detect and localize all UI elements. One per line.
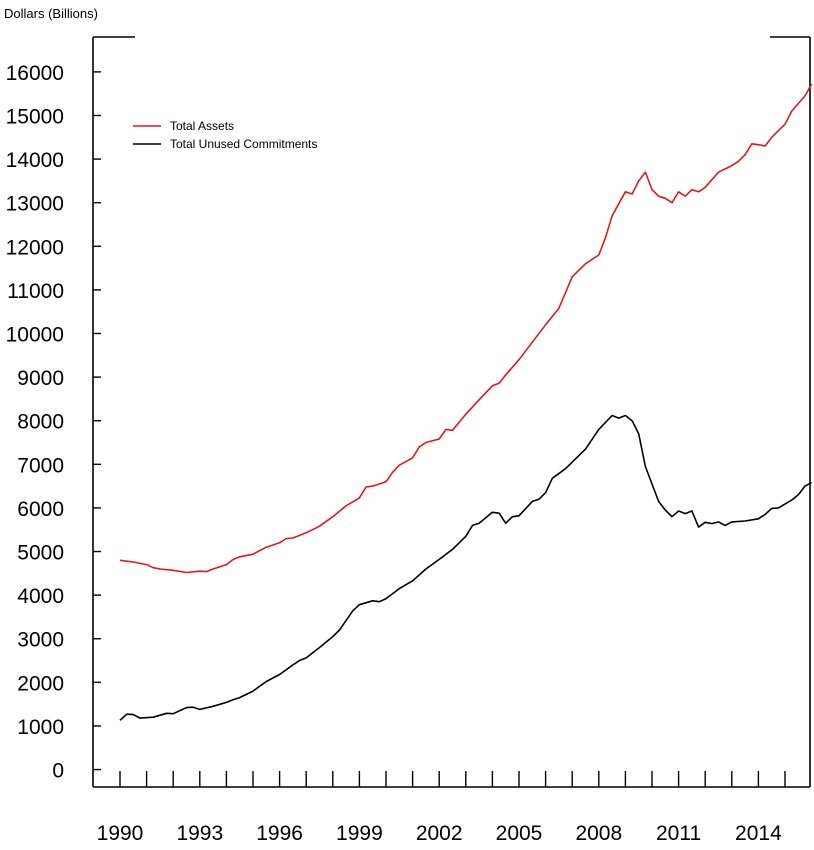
x-tick-label: 2002 — [416, 822, 463, 845]
x-tick-label: 1996 — [256, 822, 303, 845]
x-tick-label: 1999 — [336, 822, 383, 845]
legend: Total Assets Total Unused Commitments — [133, 119, 317, 151]
y-tick-label: 2000 — [17, 672, 64, 695]
y-tick-label: 10000 — [6, 324, 64, 347]
legend-label-2: Total Unused Commitments — [170, 137, 317, 151]
y-tick-label: 13000 — [6, 193, 64, 216]
y-tick-label: 8000 — [17, 411, 64, 434]
y-tick-label: 16000 — [6, 62, 64, 85]
x-tick-label: 2014 — [735, 822, 782, 845]
y-tick-label: 5000 — [17, 542, 64, 565]
chart-frame — [92, 36, 811, 788]
y-tick-label: 9000 — [17, 367, 64, 390]
x-tick-label: 2005 — [496, 822, 543, 845]
unit-label: Dollars (Billions) — [4, 6, 98, 21]
y-tick-label: 15000 — [6, 105, 64, 128]
y-tick-label: 14000 — [6, 149, 64, 172]
y-tick-label: 1000 — [17, 716, 64, 739]
y-tick-label: 11000 — [7, 280, 64, 303]
y-tick-label: 0 — [52, 760, 64, 783]
x-tick-label: 1990 — [97, 822, 144, 845]
y-axis: 0 1000 2000 3000 4000 5000 6000 7000 8000 9000 100… — [6, 62, 101, 783]
x-tick-label: 2011 — [656, 822, 701, 845]
x-tick-label: 2008 — [575, 822, 622, 845]
legend-label-1: Total Assets — [170, 119, 234, 133]
series-line-2 — [119, 414, 812, 721]
x-axis: 1990 1993 1996 1999 2002 2005 2008 2011 2014 — [97, 771, 786, 845]
y-tick-label: 3000 — [17, 629, 64, 652]
y-tick-label: 12000 — [6, 236, 64, 259]
x-tick-label: 1993 — [176, 822, 223, 845]
series-lines — [119, 83, 813, 721]
y-tick-label: 7000 — [17, 454, 64, 477]
y-tick-label: 6000 — [17, 498, 64, 521]
y-tick-label: 4000 — [17, 585, 64, 608]
series-line-1 — [119, 83, 813, 574]
